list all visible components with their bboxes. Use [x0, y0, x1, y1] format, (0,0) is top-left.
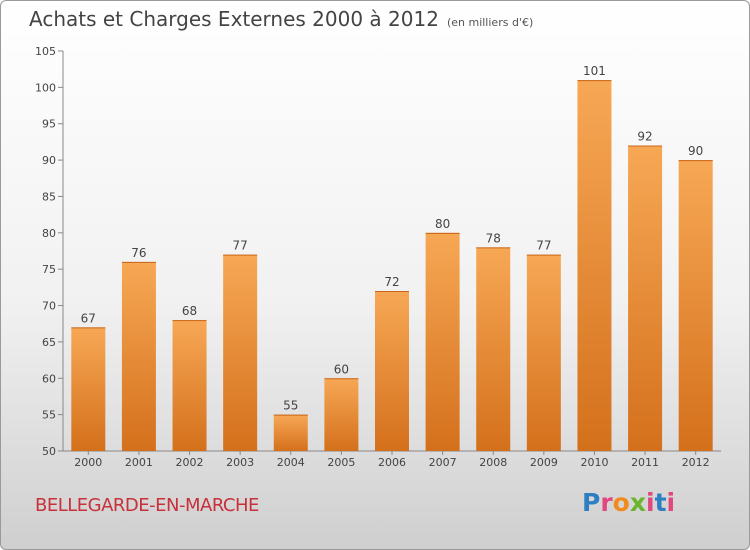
bar-value-label: 76	[131, 246, 146, 260]
x-tick-label: 2009	[530, 456, 558, 469]
y-tick-label: 80	[42, 227, 56, 240]
proxiti-logo[interactable]: Proxiti	[582, 488, 675, 517]
y-tick-label: 55	[42, 409, 56, 422]
x-tick-label: 2003	[226, 456, 254, 469]
y-tick-label: 50	[42, 445, 56, 458]
bar-value-label: 78	[486, 231, 501, 245]
y-tick-label: 60	[42, 372, 56, 385]
bar-value-label: 90	[688, 144, 703, 158]
bar	[375, 291, 409, 451]
x-tick-label: 2000	[74, 456, 102, 469]
x-tick-label: 2004	[277, 456, 305, 469]
chart-title-row: Achats et Charges Externes 2000 à 2012 (e…	[29, 7, 533, 31]
x-tick-label: 2010	[580, 456, 608, 469]
x-tick-label: 2001	[125, 456, 153, 469]
logo-letter: t	[654, 488, 667, 517]
bar	[324, 378, 359, 451]
location-name: BELLEGARDE-EN-MARCHE	[35, 495, 259, 516]
bar	[121, 261, 156, 451]
y-tick-label: 70	[42, 300, 56, 313]
x-tick-label: 2005	[327, 456, 355, 469]
logo-letter: i	[666, 488, 676, 517]
y-tick-label: 95	[42, 118, 56, 131]
bar-value-label: 72	[384, 275, 399, 289]
bar	[172, 320, 207, 451]
bar-value-label: 77	[536, 239, 551, 253]
x-tick-label: 2002	[176, 456, 204, 469]
logo-letter: P	[582, 488, 601, 517]
bar-value-label: 67	[81, 311, 96, 325]
bar	[71, 327, 106, 451]
bar-value-label: 92	[637, 130, 652, 144]
y-tick-label: 75	[42, 263, 56, 276]
chart-labels: 67 2000 76 2001 68 2002 77 2003 55 2004 60 2005 72 20…	[74, 64, 709, 469]
y-tick-label: 90	[42, 154, 56, 167]
y-tick-label: 65	[42, 336, 56, 349]
bar	[526, 254, 561, 451]
x-tick-label: 2008	[479, 456, 507, 469]
logo-letter: o	[612, 488, 630, 517]
bar-value-label: 77	[233, 239, 248, 253]
bar-value-label: 101	[583, 64, 606, 78]
logo-letter: r	[600, 488, 613, 517]
bar	[628, 145, 663, 451]
x-tick-label: 2012	[682, 456, 710, 469]
bar	[223, 254, 258, 451]
y-tick-label: 85	[42, 190, 56, 203]
bar	[476, 247, 511, 451]
logo-letter: x	[629, 488, 646, 517]
bar-value-label: 55	[283, 399, 298, 413]
bar	[273, 414, 308, 451]
bar-value-label: 68	[182, 304, 197, 318]
bar	[425, 232, 460, 451]
x-tick-label: 2006	[378, 456, 406, 469]
chart-bars	[71, 80, 713, 451]
bar	[577, 80, 612, 451]
y-tick-label: 105	[35, 45, 56, 58]
chart-title: Achats et Charges Externes 2000 à 2012	[29, 7, 439, 31]
bar-value-label: 60	[334, 362, 349, 376]
chart-subtitle: (en milliers d'€)	[446, 16, 534, 29]
logo-letter: i	[646, 488, 655, 517]
chart-axes: 50 55 60 65 70 75 80 85 90 95 100 105	[35, 45, 721, 458]
y-tick-label: 100	[35, 81, 56, 94]
x-tick-label: 2007	[429, 456, 457, 469]
x-tick-label: 2011	[631, 456, 659, 469]
bar	[678, 160, 713, 451]
bar-value-label: 80	[435, 217, 450, 231]
